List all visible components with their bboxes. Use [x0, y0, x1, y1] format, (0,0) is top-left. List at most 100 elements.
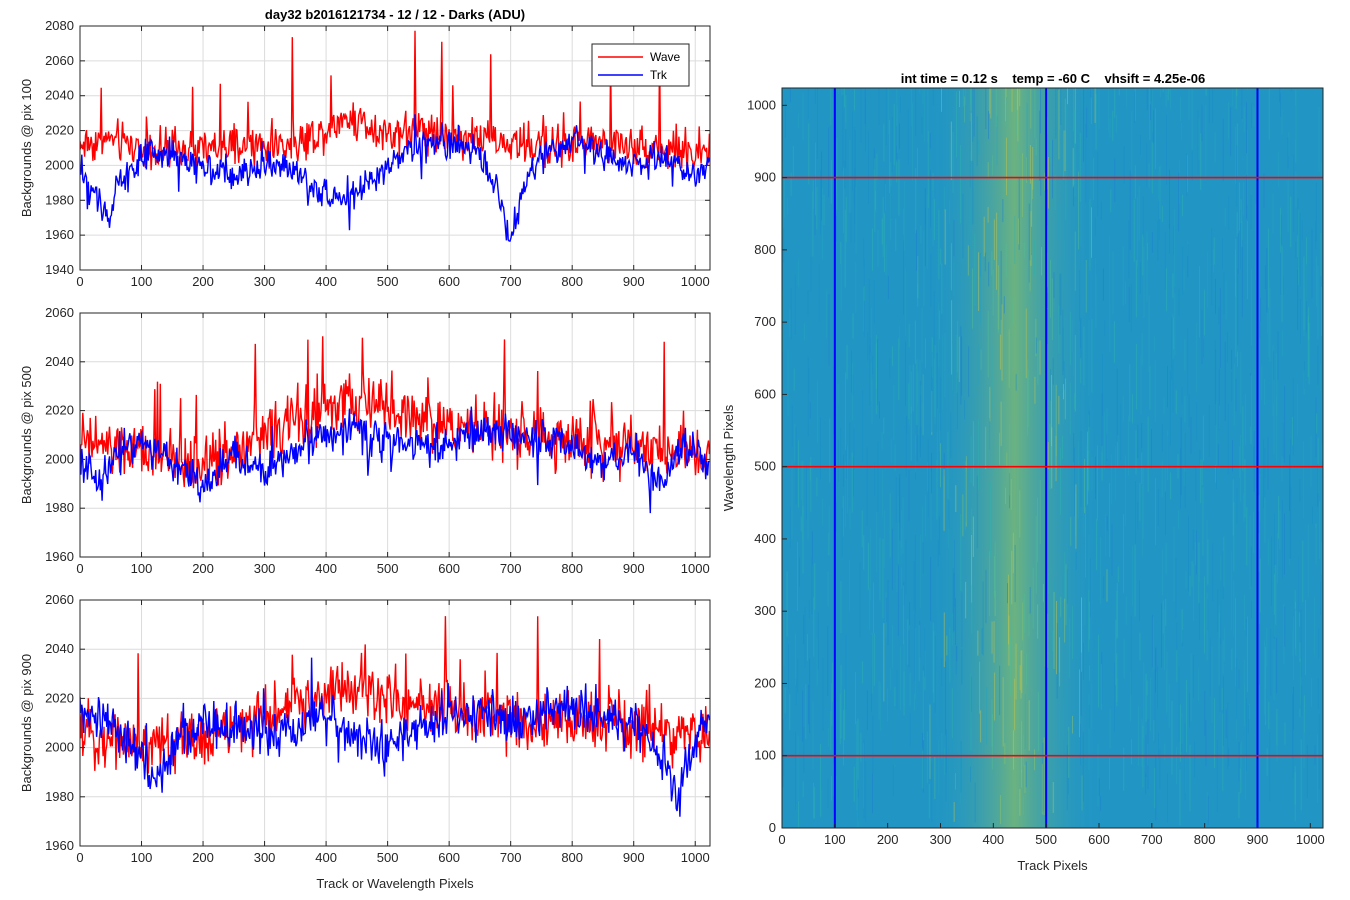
y-tick-label: 100	[754, 748, 776, 763]
x-tick-label: 500	[1035, 832, 1057, 847]
y-tick-label: 1980	[45, 192, 74, 207]
x-tick-label: 600	[438, 274, 460, 289]
x-tick-label: 300	[254, 850, 276, 865]
x-tick-label: 0	[76, 850, 83, 865]
x-tick-label: 800	[561, 850, 583, 865]
y-tick-label: 2080	[45, 18, 74, 33]
y-axis-label: Backgrounds @ pix 100	[19, 79, 34, 217]
y-tick-label: 700	[754, 314, 776, 329]
x-tick-label: 1000	[1296, 832, 1325, 847]
axes-box	[79, 599, 711, 847]
y-axis-label: Backgrounds @ pix 500	[19, 366, 34, 504]
x-tick-label: 700	[1141, 832, 1163, 847]
y-tick-label: 1960	[45, 227, 74, 242]
x-tick-label: 900	[623, 561, 645, 576]
series-line-trk	[80, 657, 710, 817]
y-tick-label: 300	[754, 603, 776, 618]
x-tick-label: 200	[192, 274, 214, 289]
x-tick-label: 200	[192, 850, 214, 865]
x-tick-label: 900	[623, 850, 645, 865]
y-tick-label: 2040	[45, 88, 74, 103]
y-tick-label: 1980	[45, 789, 74, 804]
series-line-wave	[80, 30, 710, 175]
figure-title: day32 b2016121734 - 12 / 12 - Darks (ADU…	[265, 7, 525, 22]
plot-area	[80, 313, 710, 557]
line-panel-1: 0 100 200 300 400 500 600 700 800 900 1000 1940 1960…	[19, 18, 711, 289]
x-tick-label: 500	[377, 274, 399, 289]
series-line-trk	[80, 406, 710, 514]
y-tick-label: 600	[754, 386, 776, 401]
x-tick-label: 100	[131, 561, 153, 576]
x-tick-label: 300	[254, 274, 276, 289]
y-tick-label: 1940	[45, 262, 74, 277]
y-tick-label: 2020	[45, 403, 74, 418]
y-tick-label: 1960	[45, 838, 74, 853]
x-tick-label: 1000	[681, 561, 710, 576]
series-line-trk	[80, 114, 710, 242]
y-tick-label: 2040	[45, 354, 74, 369]
x-tick-label: 200	[192, 561, 214, 576]
y-axis-label: Wavelength Pixels	[721, 404, 736, 511]
heatmap-panel: 0 100 200 300 400 500 600 700 800 900 1000 0 100 200 3…	[721, 87, 1325, 873]
x-tick-label: 700	[500, 850, 522, 865]
x-tick-label: 1000	[681, 850, 710, 865]
x-tick-label: 200	[877, 832, 899, 847]
x-tick-label: 300	[930, 832, 952, 847]
axes-box	[79, 312, 711, 558]
y-tick-label: 800	[754, 242, 776, 257]
x-tick-label: 700	[500, 561, 522, 576]
y-tick-label: 2020	[45, 690, 74, 705]
line-panel-2: 0 100 200 300 400 500 600 700 800 900 1000 1960 1980…	[19, 305, 711, 576]
y-tick-label: 1000	[747, 97, 776, 112]
y-tick-label: 2000	[45, 740, 74, 755]
x-tick-label: 1000	[681, 274, 710, 289]
y-tick-label: 2000	[45, 451, 74, 466]
y-tick-label: 2060	[45, 592, 74, 607]
x-tick-label: 400	[315, 850, 337, 865]
x-tick-label: 0	[76, 561, 83, 576]
x-tick-label: 800	[561, 561, 583, 576]
legend-label-wave: Wave	[650, 50, 681, 64]
x-axis-label: Track Pixels	[1017, 858, 1088, 873]
heatmap-title: int time = 0.12 s temp = -60 C vhsift = …	[901, 71, 1206, 86]
x-tick-label: 600	[1088, 832, 1110, 847]
series-group	[80, 30, 710, 242]
x-tick-label: 100	[131, 274, 153, 289]
y-tick-label: 0	[769, 820, 776, 835]
legend: Wave Trk	[591, 43, 690, 87]
series-group	[80, 336, 710, 514]
x-tick-label: 600	[438, 561, 460, 576]
y-tick-label: 1980	[45, 500, 74, 515]
x-axis-label: Track or Wavelength Pixels	[316, 876, 474, 891]
x-tick-label: 300	[254, 561, 276, 576]
x-tick-label: 800	[1194, 832, 1216, 847]
y-tick-label: 2020	[45, 123, 74, 138]
legend-box	[591, 43, 690, 87]
x-tick-label: 900	[1247, 832, 1269, 847]
x-tick-label: 700	[500, 274, 522, 289]
x-tick-label: 0	[76, 274, 83, 289]
axes-box	[79, 25, 711, 271]
y-axis-label: Backgrounds @ pix 900	[19, 654, 34, 792]
x-tick-label: 400	[315, 561, 337, 576]
x-tick-label: 400	[982, 832, 1004, 847]
x-tick-label: 500	[377, 561, 399, 576]
heatmap-texture	[782, 88, 1323, 828]
x-tick-label: 100	[824, 832, 846, 847]
y-tick-label: 900	[754, 170, 776, 185]
series-line-wave	[80, 336, 710, 489]
y-tick-label: 400	[754, 531, 776, 546]
legend-label-trk: Trk	[650, 68, 668, 82]
y-tick-label: 200	[754, 675, 776, 690]
x-tick-label: 800	[561, 274, 583, 289]
y-tick-label: 1960	[45, 549, 74, 564]
x-tick-label: 900	[623, 274, 645, 289]
axes-box	[781, 87, 1324, 829]
x-tick-label: 0	[778, 832, 785, 847]
series-group	[80, 616, 710, 817]
line-panel-3: 0 100 200 300 400 500 600 700 800 900 1000 1960 1980…	[19, 592, 711, 891]
y-tick-label: 2060	[45, 305, 74, 320]
x-tick-label: 100	[131, 850, 153, 865]
y-tick-label: 2060	[45, 53, 74, 68]
